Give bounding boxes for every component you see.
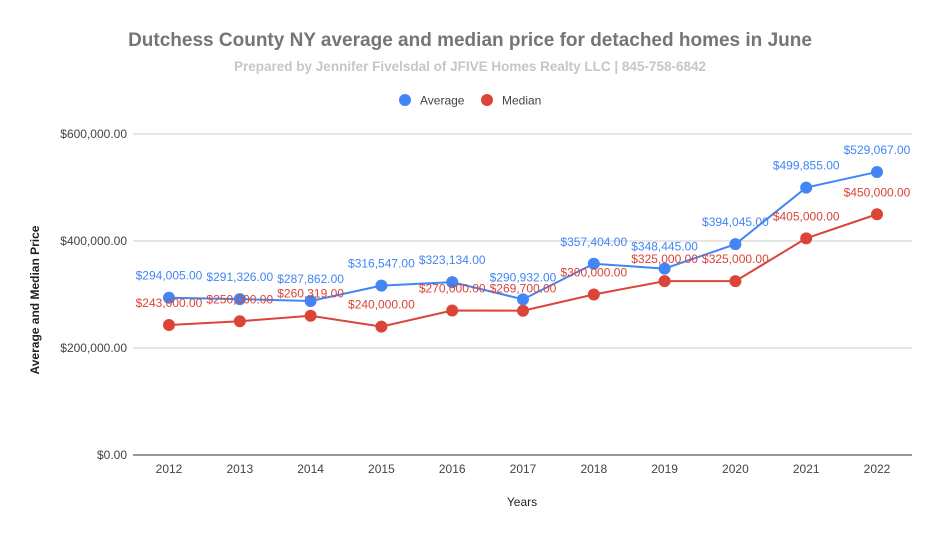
data-label-average: $357,404.00 [560,235,627,249]
data-point-median [163,318,175,331]
data-label-median: $269,700.00 [490,282,557,296]
data-point-average [871,165,883,178]
legend-marker-average [399,94,411,106]
x-tick-label: 2022 [864,462,891,476]
x-tick-label: 2020 [722,462,749,476]
data-label-median: $300,000.00 [560,266,627,280]
y-axis-label: Average and Median Price [28,225,42,374]
data-label-median: $325,000.00 [631,252,698,266]
data-point-average [375,279,388,292]
data-point-median [658,275,671,288]
y-tick-label: $600,000.00 [60,127,127,141]
legend-label-median: Median [502,94,541,108]
data-point-median [233,315,246,328]
data-label-average: $316,547.00 [348,257,415,271]
x-tick-label: 2015 [368,462,395,476]
y-tick-label: $400,000.00 [60,234,127,248]
data-point-average [729,238,742,251]
data-point-median [800,232,813,245]
data-label-median: $405,000.00 [773,209,840,223]
data-label-median: $270,000.00 [419,282,486,296]
data-point-median [517,304,529,317]
data-label-median: $325,000.00 [702,252,769,266]
data-label-median: $240,000.00 [348,298,415,312]
x-tick-label: 2012 [156,462,183,476]
chart-subtitle: Prepared by Jennifer Fivelsdal of JFIVE … [234,59,706,74]
data-point-median [304,309,317,322]
data-point-average [800,181,813,194]
data-label-average: $529,067.00 [844,143,911,157]
data-label-median: $243,000.00 [136,296,203,310]
data-label-average: $348,445.00 [631,240,698,254]
legend-marker-median [481,94,493,106]
y-tick-label: $200,000.00 [60,341,127,355]
data-point-average [304,294,317,307]
data-point-median [446,304,459,317]
data-label-average: $287,862.00 [277,272,344,286]
data-label-average: $323,134.00 [419,253,486,267]
data-point-average [658,262,671,275]
x-tick-label: 2013 [226,462,253,476]
x-tick-label: 2018 [580,462,607,476]
data-label-average: $394,045.00 [702,215,769,229]
y-tick-label: $0.00 [97,448,127,462]
x-tick-label: 2019 [651,462,678,476]
x-axis-label: Years [507,495,537,509]
x-tick-label: 2014 [297,462,324,476]
x-tick-label: 2016 [439,462,466,476]
x-tick-label: 2021 [793,462,820,476]
x-tick-label: 2017 [510,462,537,476]
data-point-average [587,257,600,270]
data-label-average: $290,932.00 [490,270,557,284]
data-point-average [446,276,459,289]
data-point-median [587,288,600,301]
data-label-median: $260,319.00 [277,287,344,301]
data-label-median: $450,000.00 [844,185,911,199]
chart-title: Dutchess County NY average and median pr… [128,30,812,51]
legend-label-average: Average [420,94,465,108]
data-point-average [163,291,175,304]
data-label-average: $294,005.00 [136,269,203,283]
data-point-median [871,208,883,221]
data-point-average [517,293,529,306]
data-label-median: $250,000.00 [206,292,273,306]
data-point-average [233,293,246,306]
data-point-median [729,275,742,288]
legend: Average Median [399,94,541,108]
data-label-average: $291,326.00 [206,270,273,284]
data-point-median [375,320,388,333]
data-label-average: $499,855.00 [773,159,840,173]
